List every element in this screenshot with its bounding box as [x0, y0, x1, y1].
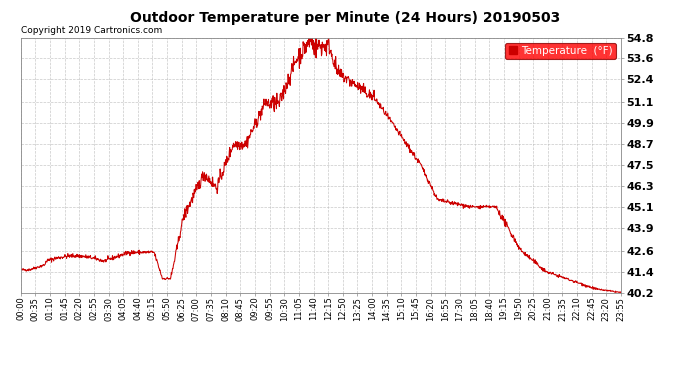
Text: Outdoor Temperature per Minute (24 Hours) 20190503: Outdoor Temperature per Minute (24 Hours… — [130, 11, 560, 25]
Text: Copyright 2019 Cartronics.com: Copyright 2019 Cartronics.com — [21, 26, 162, 35]
Legend: Temperature  (°F): Temperature (°F) — [505, 43, 615, 59]
